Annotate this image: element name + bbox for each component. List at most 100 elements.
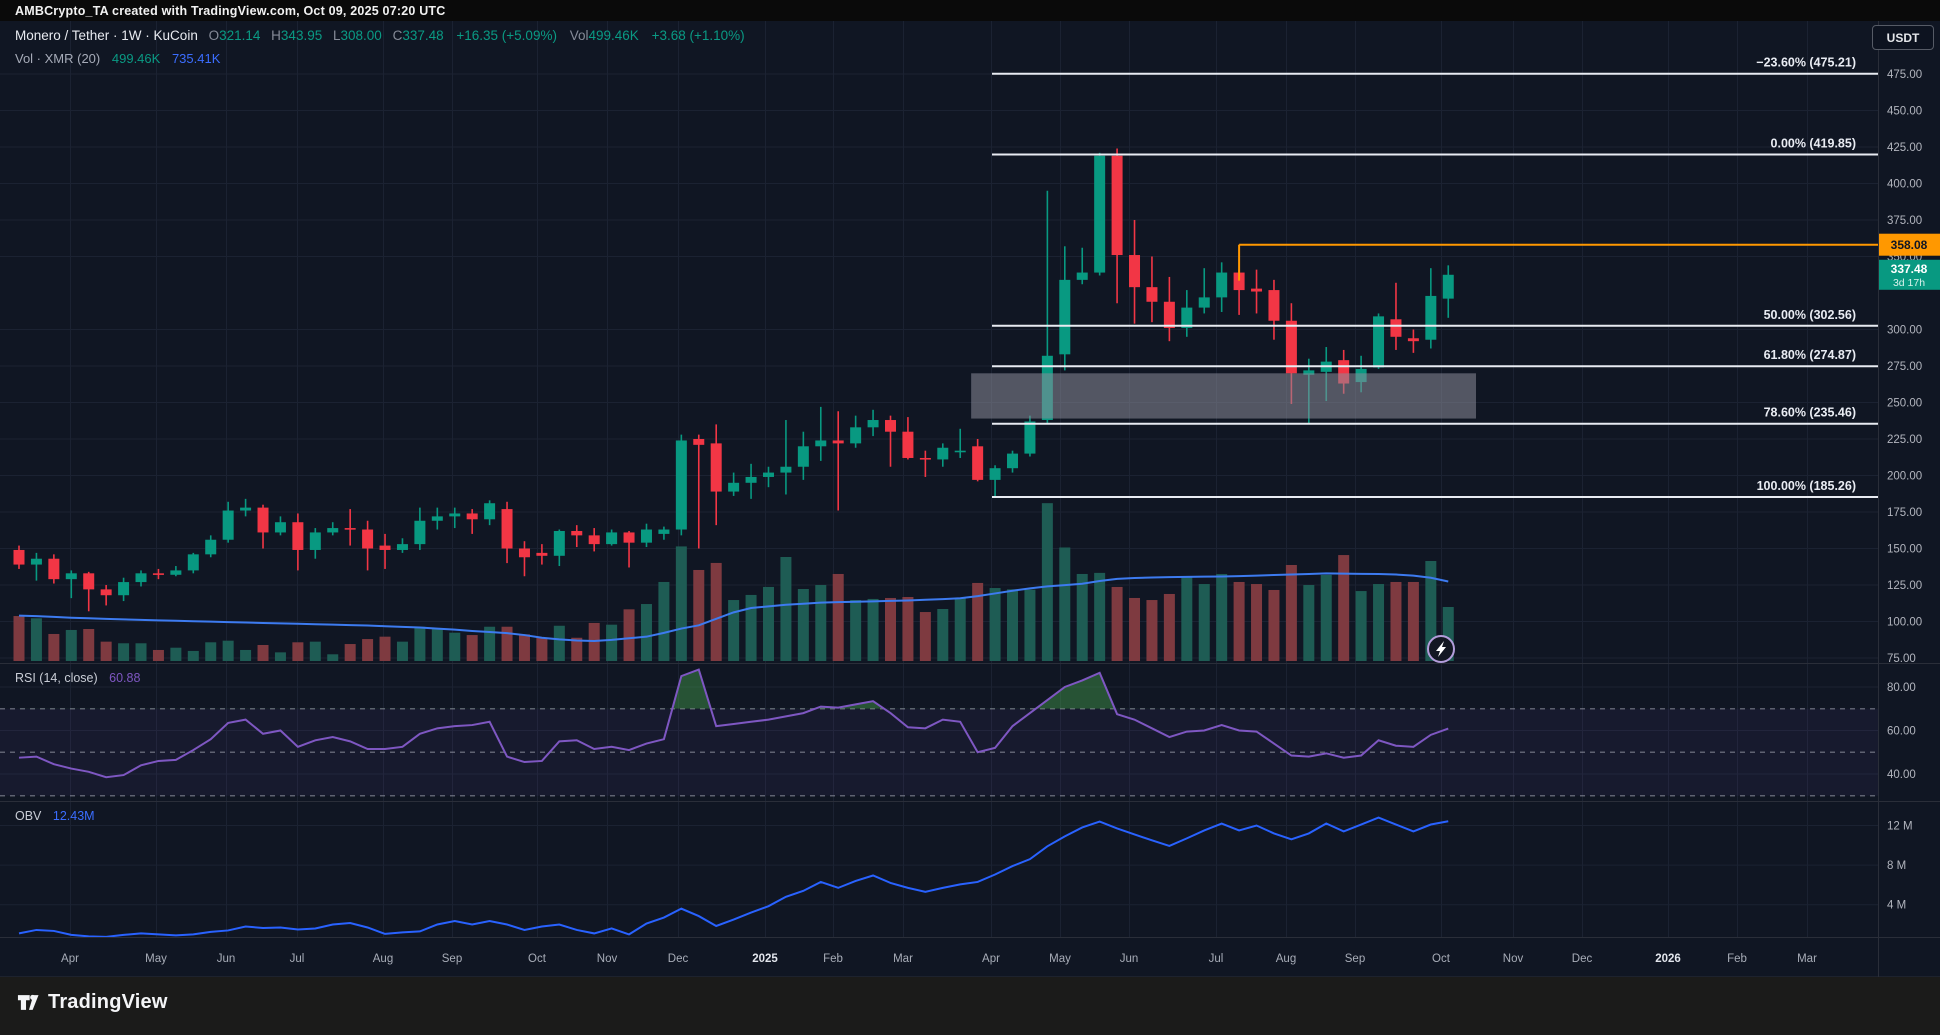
volume-bar <box>274 652 286 661</box>
volume-bar <box>30 618 42 661</box>
volume-bar <box>1094 572 1106 661</box>
volume-bar <box>13 616 25 661</box>
candle-body <box>240 507 252 511</box>
volume-bar <box>344 644 356 661</box>
volume-bar <box>1041 503 1053 661</box>
candle-body <box>675 440 687 530</box>
volume-bar <box>1024 589 1036 661</box>
tradingview-logo[interactable]: TradingView <box>15 990 168 1015</box>
volume-bar <box>257 645 269 661</box>
rsi-name: RSI (14, close) <box>15 671 98 685</box>
open-value: 321.14 <box>219 28 261 43</box>
time-axis-label: Jun <box>217 953 236 965</box>
volume-bar <box>1407 581 1419 661</box>
grid-layer <box>0 21 1878 938</box>
volume-bar <box>1198 584 1210 661</box>
open-label: O <box>208 28 220 43</box>
volume-bar <box>885 597 896 661</box>
rsi-axis-tick: 80.00 <box>1887 682 1916 694</box>
fib-label: 78.60% (235.46) <box>1764 406 1856 420</box>
time-axis-label: Jul <box>290 953 305 965</box>
price-axis-tick: 200.00 <box>1887 471 1922 483</box>
candle-body <box>832 440 844 444</box>
candle-body <box>1111 155 1123 256</box>
candle-body <box>693 439 705 445</box>
obv-axis-tick: 12 M <box>1887 821 1913 833</box>
volume-indicator-legend: Vol · XMR (20) 499.46K 735.41K <box>15 51 220 66</box>
candle-body <box>396 544 408 550</box>
volume-bar <box>1338 555 1350 661</box>
volume-value: 499.46K <box>588 28 639 43</box>
candle-body <box>972 446 984 480</box>
volume-bar <box>1251 584 1263 661</box>
candle-body <box>745 476 757 483</box>
currency-toggle-button[interactable]: USDT <box>1872 25 1934 50</box>
obv-legend: OBV 12.43M <box>15 809 95 823</box>
last-price-badge <box>1879 259 1940 290</box>
volume-bar <box>606 624 618 661</box>
candle-body <box>797 446 809 467</box>
candle-body <box>1181 307 1193 329</box>
candle-body <box>1233 272 1245 291</box>
high-label: H <box>271 28 281 43</box>
volume-bar <box>675 546 687 661</box>
symbol-legend: Monero / Tether · 1W · KuCoin O321.14 H3… <box>15 28 745 43</box>
obv-pane-layer <box>18 816 1449 938</box>
time-axis-label: Nov <box>597 953 618 965</box>
axes-layer[interactable]: 475.00450.00425.00400.00375.00350.00300.… <box>0 21 1940 978</box>
supply-zone <box>971 373 1476 419</box>
time-axis-label: Mar <box>1797 953 1817 965</box>
candle-body <box>606 532 618 545</box>
volume-bar <box>205 642 217 661</box>
volume-bar <box>1146 600 1158 661</box>
time-axis-label: Apr <box>61 953 79 965</box>
volume-bar <box>762 586 774 661</box>
time-axis-label: Feb <box>1727 953 1747 965</box>
attribution-bar: AMBCrypto_TA created with TradingView.co… <box>0 0 1940 21</box>
candle-body <box>518 548 530 558</box>
volume-bar <box>815 585 827 661</box>
candle-body <box>815 440 827 447</box>
volume-bar <box>832 573 844 661</box>
volume-bar <box>1233 581 1245 661</box>
candle-body <box>431 516 443 521</box>
volume-bar <box>431 628 443 661</box>
svg-text:337.48: 337.48 <box>1891 262 1928 276</box>
volume-bar <box>1373 584 1385 661</box>
volume-bar <box>379 636 391 661</box>
candle-body <box>309 532 321 550</box>
candle-body <box>867 420 879 428</box>
time-axis-label: Aug <box>1276 953 1296 965</box>
candle-body <box>536 552 548 556</box>
rsi-value: 60.88 <box>109 671 141 685</box>
candle-body <box>170 570 182 575</box>
volume-bar <box>972 582 984 661</box>
candle-body <box>13 549 25 565</box>
candle-body <box>292 522 304 550</box>
candle-body <box>902 431 914 458</box>
volume-bar <box>48 633 60 661</box>
candle-body <box>344 528 356 530</box>
volume-bar <box>850 600 862 661</box>
candle-body <box>623 532 635 543</box>
candle-body <box>327 528 339 533</box>
time-axis-label: 2026 <box>1655 953 1681 965</box>
price-axis-tick: 150.00 <box>1887 544 1922 556</box>
volume-bar <box>954 597 966 661</box>
volume-bar <box>396 641 408 661</box>
candle-body <box>205 539 217 555</box>
volume-bar <box>1216 573 1228 661</box>
candle-body <box>762 472 774 477</box>
volume-bar <box>466 635 478 661</box>
volume-bar <box>1129 597 1141 661</box>
candle-body <box>989 468 1001 480</box>
volume-bar <box>1163 593 1175 661</box>
candle-body <box>100 589 112 596</box>
volume-bar <box>1059 547 1071 661</box>
rsi-overbought-fill <box>19 669 1449 709</box>
price-axis-tick: 100.00 <box>1887 617 1922 629</box>
volume-bar <box>292 642 304 661</box>
volume-bar <box>553 625 565 661</box>
candle-body <box>1129 255 1141 288</box>
